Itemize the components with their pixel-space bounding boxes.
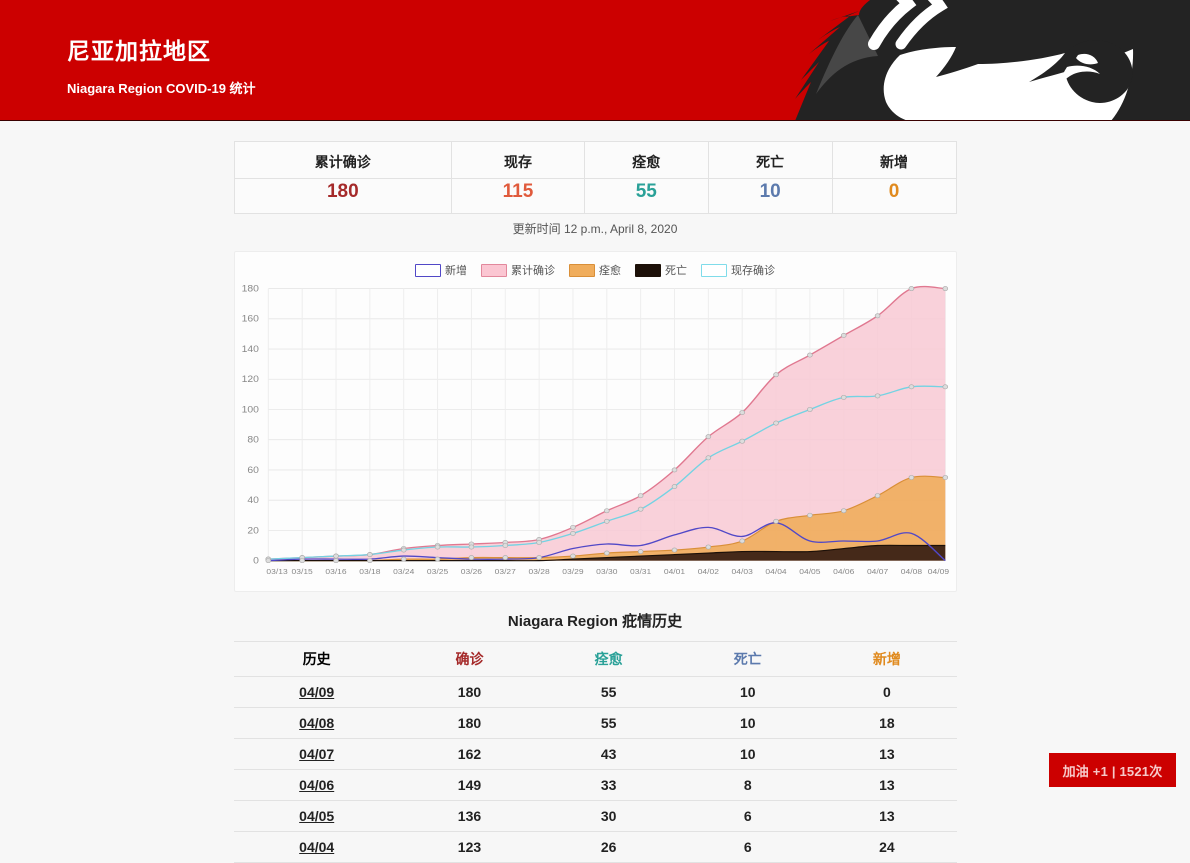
svg-text:03/27: 03/27	[495, 567, 517, 575]
svg-text:04/09: 04/09	[928, 567, 950, 575]
svg-text:03/28: 03/28	[528, 567, 550, 575]
svg-text:03/24: 03/24	[393, 567, 415, 575]
svg-text:140: 140	[242, 344, 260, 354]
svg-text:20: 20	[247, 526, 259, 536]
svg-text:03/30: 03/30	[596, 567, 618, 575]
svg-text:03/13: 03/13	[266, 567, 288, 575]
svg-text:0: 0	[253, 556, 259, 566]
svg-text:04/08: 04/08	[901, 567, 923, 575]
svg-text:03/26: 03/26	[461, 567, 483, 575]
svg-text:60: 60	[247, 465, 259, 475]
svg-text:04/01: 04/01	[664, 567, 686, 575]
svg-text:03/16: 03/16	[325, 567, 347, 575]
svg-text:100: 100	[242, 405, 260, 415]
svg-text:04/05: 04/05	[799, 567, 821, 575]
svg-text:04/07: 04/07	[867, 567, 889, 575]
svg-text:04/04: 04/04	[765, 567, 787, 575]
svg-text:03/15: 03/15	[292, 567, 314, 575]
svg-text:160: 160	[242, 314, 260, 324]
svg-text:40: 40	[247, 496, 259, 506]
svg-text:80: 80	[247, 435, 259, 445]
svg-text:120: 120	[242, 375, 260, 385]
svg-text:04/02: 04/02	[698, 567, 720, 575]
svg-text:03/29: 03/29	[562, 567, 584, 575]
svg-text:04/06: 04/06	[833, 567, 855, 575]
svg-text:03/25: 03/25	[427, 567, 449, 575]
svg-text:03/18: 03/18	[359, 567, 381, 575]
svg-text:03/31: 03/31	[630, 567, 652, 575]
svg-text:04/03: 04/03	[732, 567, 754, 575]
svg-text:180: 180	[242, 284, 260, 294]
